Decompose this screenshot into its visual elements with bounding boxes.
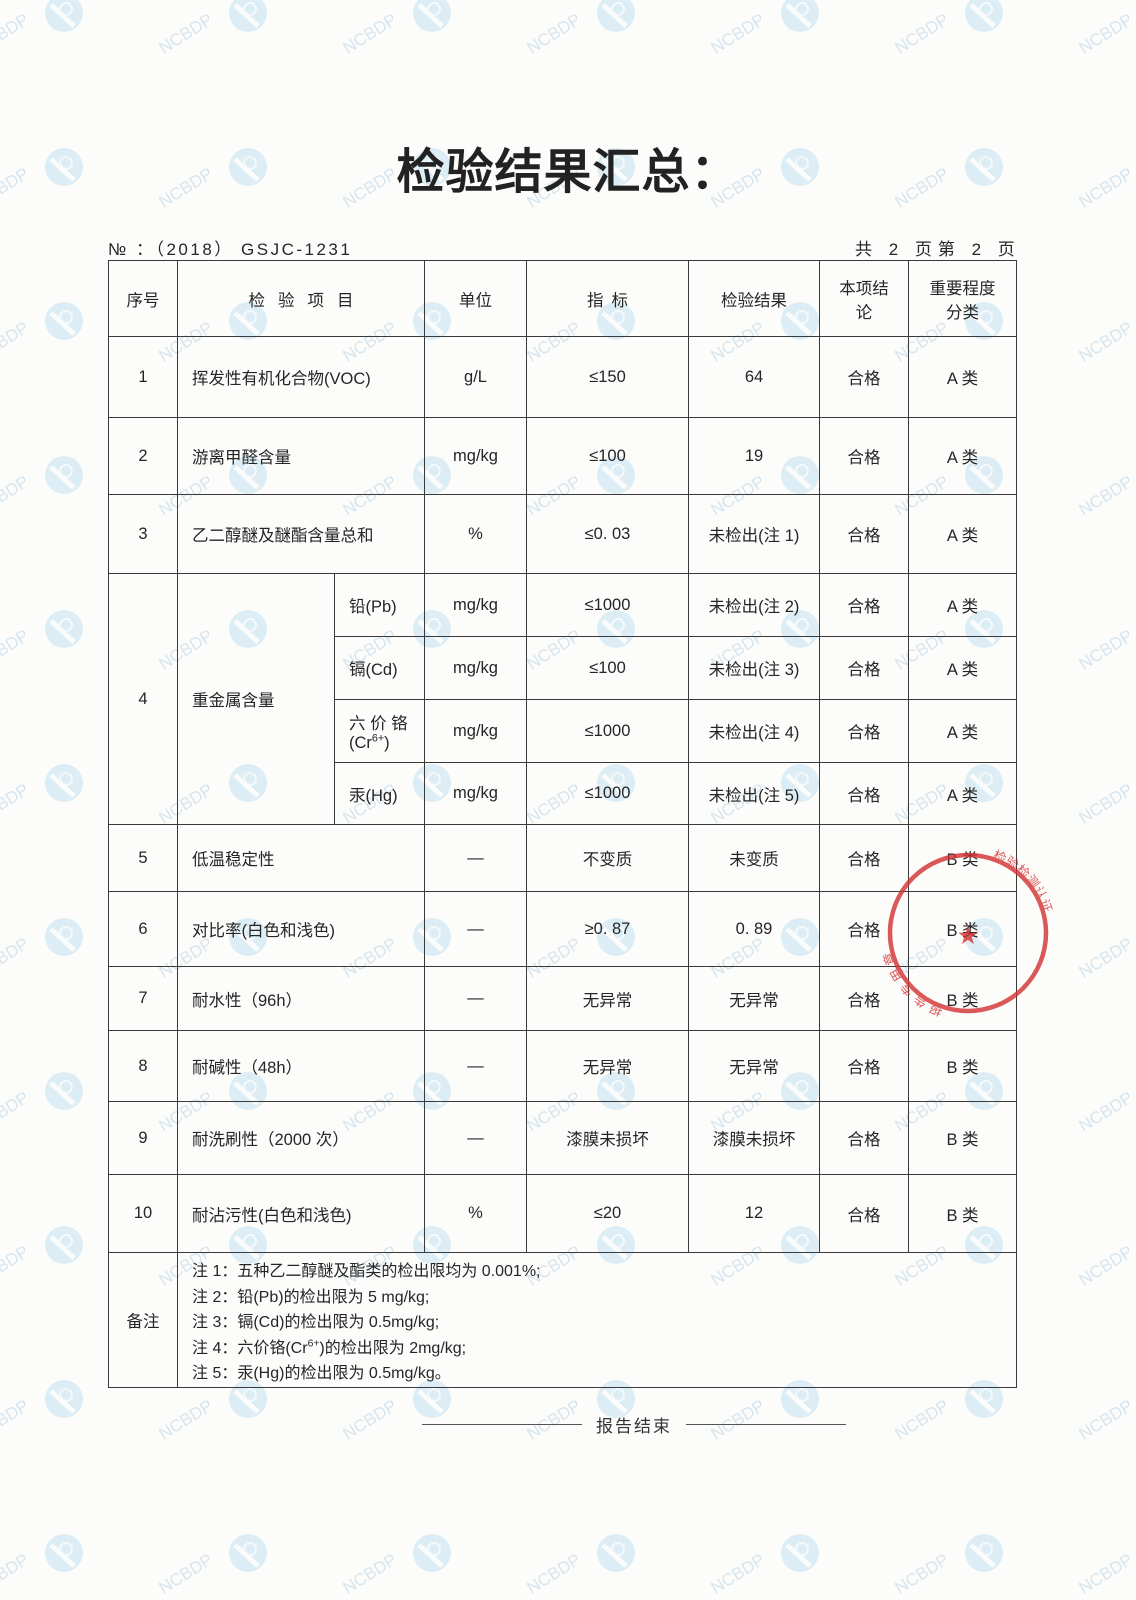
svg-text:检验检测认证: 检验检测认证 (991, 847, 1055, 914)
svg-text:★: ★ (958, 923, 978, 948)
svg-text:报 告 专 用 章: 报 告 专 用 章 (880, 950, 945, 1018)
